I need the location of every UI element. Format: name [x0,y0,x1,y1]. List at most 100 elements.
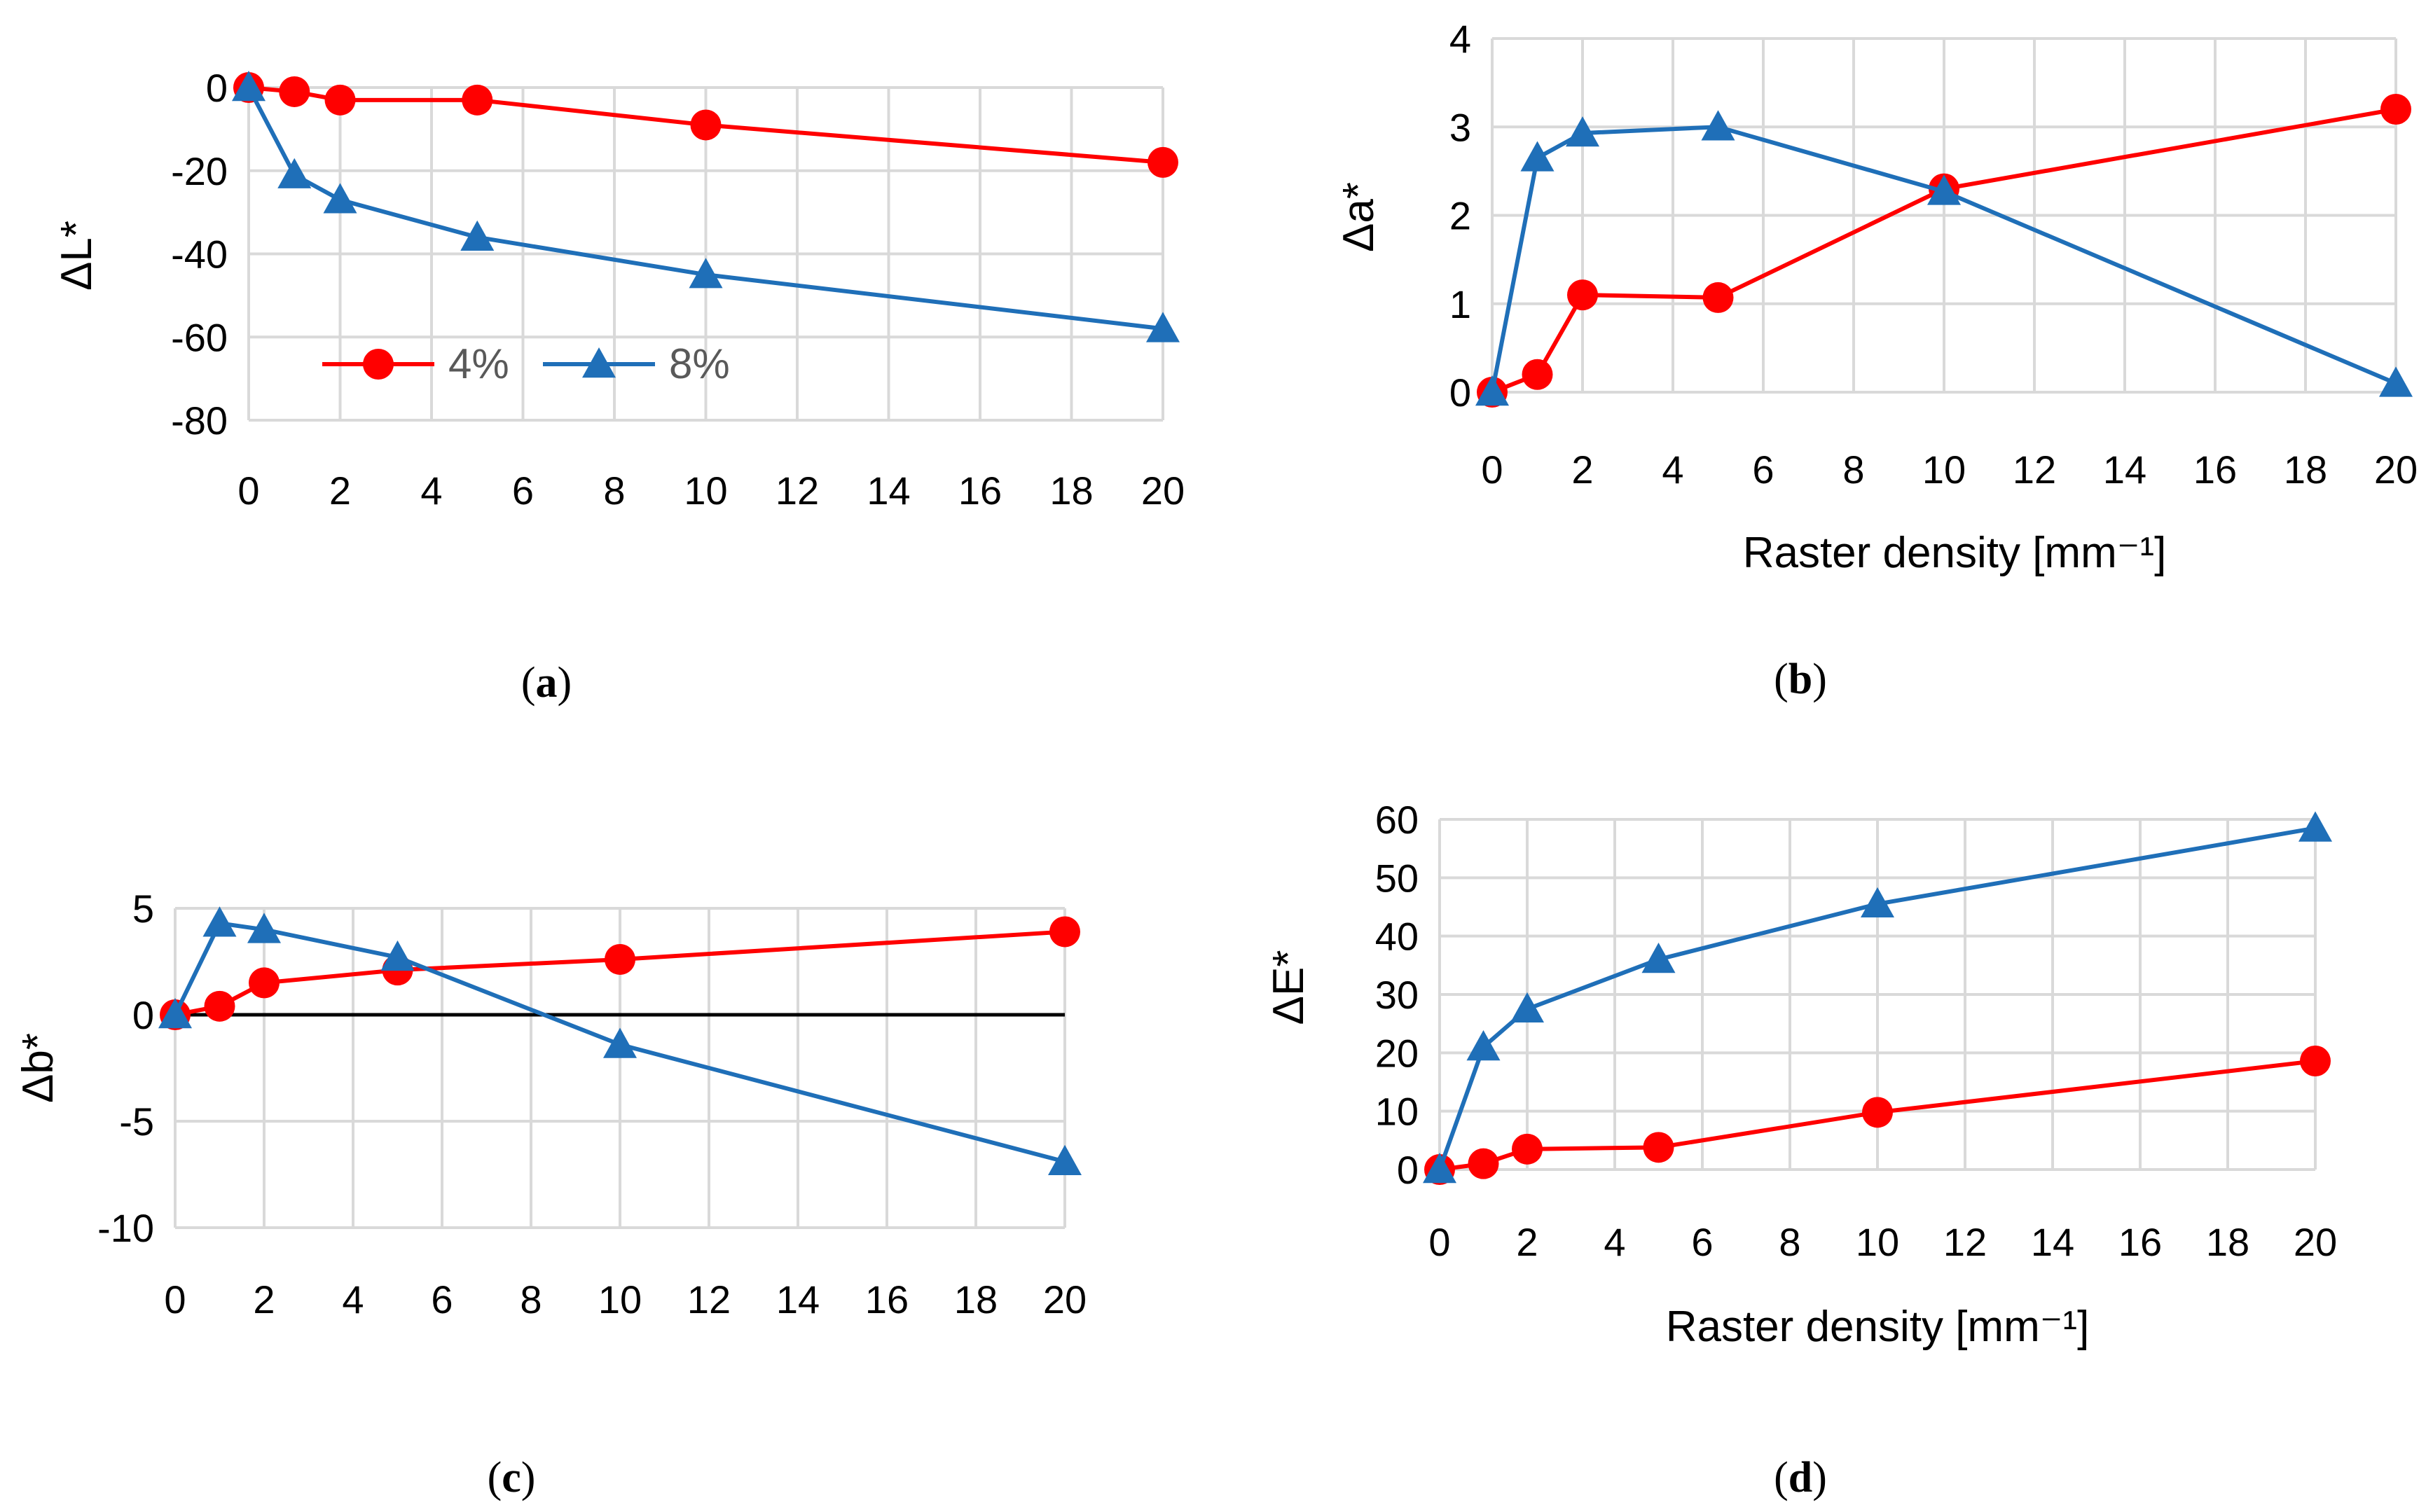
y-tick-label: 0 [132,993,154,1037]
x-tick-label: 4 [342,1277,364,1322]
x-tick-label: 18 [2284,448,2327,492]
x-tick-label: 14 [776,1277,820,1322]
y-tick-label: 2 [1449,194,1471,238]
x-tick-label: 2 [1571,448,1593,492]
data-point-8pct [689,258,723,289]
x-tick-label: 10 [684,469,727,513]
y-axis-title: ΔL* [53,221,101,291]
y-tick-label: 5 [132,887,154,931]
y-tick-label: 1 [1449,282,1471,326]
legend-marker [363,349,394,380]
x-tick-label: 14 [867,469,910,513]
data-point-8pct [1566,116,1599,147]
chart-panel-a: 0 2 4 6 8 10 12 14 16 18 20 0 -20 -40 -60 -80 ΔL* (a) 4% 8% [53,66,1185,707]
x-tick-label: 6 [1691,1220,1713,1264]
y-tick-label: 20 [1375,1031,1419,1075]
x-tick-label: 10 [1922,448,1966,492]
data-point-4pct [605,943,635,975]
panel-caption: (a) [521,659,572,707]
data-point-8pct [1861,887,1894,918]
y-tick-label: -5 [119,1100,154,1144]
data-point-4pct [2380,94,2411,125]
data-point-8pct [1641,943,1676,973]
x-tick-label: 12 [776,469,819,513]
x-tick-label: 18 [1049,469,1093,513]
data-point-8pct [1146,312,1180,342]
series-line-8pct [247,86,1164,331]
x-tick-label: 6 [512,469,534,513]
data-point-4pct [1512,1133,1543,1165]
x-axis-title: Raster density [mm⁻¹] [1743,529,2167,577]
x-tick-label: 8 [1842,448,1864,492]
panel-caption: (c) [488,1454,536,1501]
y-tick-label: 0 [1397,1148,1419,1192]
y-tick-label: 60 [1375,798,1419,842]
y-axis-title: ΔE* [1264,950,1313,1025]
data-point-8pct [277,158,312,188]
x-tick-label: 4 [420,469,442,513]
x-tick-label: 20 [2294,1220,2337,1264]
x-tick-label: 2 [329,469,351,513]
chart-panel-d: 0 2 4 6 8 10 12 14 16 18 20 0 10 20 30 40 50 60 ΔE* Raster … [1264,798,2337,1501]
x-tick-label: 8 [1779,1220,1800,1264]
data-point-8pct [202,906,237,937]
x-tick-label: 10 [598,1277,642,1322]
x-tick-label: 6 [1752,448,1774,492]
x-tick-label: 18 [2206,1220,2249,1264]
x-tick-label: 20 [1141,469,1185,513]
data-point-8pct [603,1027,637,1058]
data-point-4pct [1049,916,1080,948]
data-point-4pct [204,990,235,1022]
data-point-4pct [1468,1148,1499,1179]
data-point-8pct [247,913,281,943]
y-tick-label: -40 [171,233,228,277]
data-point-8pct [158,998,192,1029]
series-line-8pct [1490,125,2397,393]
x-tick-label: 10 [1856,1220,1899,1264]
series-line-8pct [173,920,1066,1164]
data-point-8pct [1520,141,1555,172]
data-point-4pct [2300,1046,2331,1076]
data-point-8pct [1510,992,1544,1023]
x-tick-label: 6 [431,1277,453,1322]
y-tick-label: -60 [171,315,228,359]
y-axis-title: Δa* [1335,182,1383,252]
data-point-4pct [462,84,493,116]
data-point-8pct [2379,366,2413,397]
x-tick-label: 12 [687,1277,731,1322]
x-tick-label: 0 [1428,1220,1450,1264]
data-point-4pct [1643,1132,1674,1163]
chart-panel-c: 0 2 4 6 8 10 12 14 16 18 20 5 0 -5 -10 Δb* (c) [14,887,1087,1501]
data-point-4pct [1702,282,1734,313]
data-point-8pct [1475,375,1509,406]
y-tick-label: 40 [1375,915,1419,959]
y-tick-label: -80 [171,398,228,443]
data-point-4pct [279,76,310,107]
x-tick-label: 20 [2374,448,2418,492]
y-tick-label: 4 [1449,17,1471,61]
data-point-4pct [1567,279,1598,311]
x-tick-label: 20 [1043,1277,1087,1322]
panel-caption: (b) [1774,656,1827,703]
x-tick-label: 0 [237,469,259,513]
data-point-4pct [249,967,280,999]
legend-label: 4% [448,340,509,387]
x-tick-label: 18 [954,1277,998,1322]
data-point-4pct [324,84,356,116]
legend: 4% 8% [322,340,730,387]
data-point-8pct [1927,174,1961,205]
y-tick-label: 50 [1375,856,1419,900]
panel-caption: (d) [1774,1454,1827,1501]
data-point-8pct [460,220,495,251]
series-line-8pct [1438,826,2316,1171]
x-tick-label: 16 [2118,1220,2162,1264]
x-tick-label: 12 [2013,448,2056,492]
x-tick-label: 0 [164,1277,186,1322]
data-point-4pct [690,109,722,141]
x-tick-label: 2 [1516,1220,1538,1264]
x-tick-label: 14 [2031,1220,2074,1264]
y-tick-label: 30 [1375,973,1419,1017]
y-tick-label: 3 [1449,105,1471,149]
x-axis-title: Raster density [mm⁻¹] [1666,1303,2090,1351]
